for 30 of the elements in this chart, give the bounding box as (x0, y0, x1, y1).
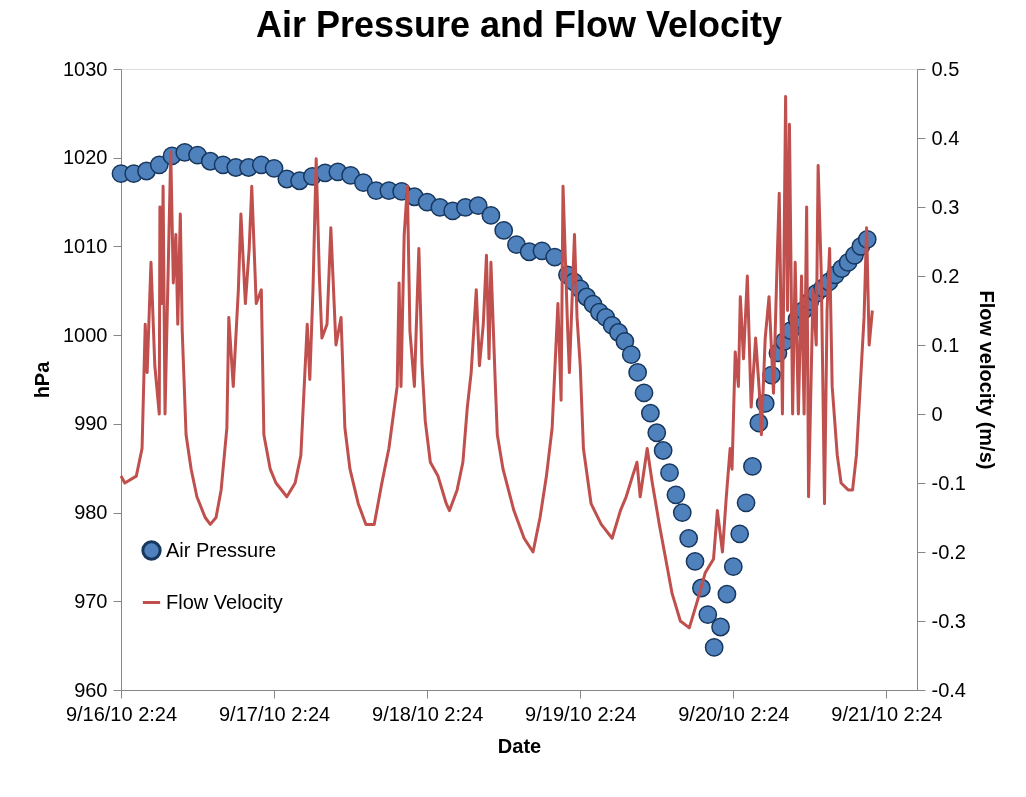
y2-tick-label: 0.2 (931, 264, 960, 287)
x-tick-label: 9/17/10 2:24 (218, 702, 331, 725)
legend-label: Air Pressure (166, 538, 277, 561)
x-axis-title: Date (497, 734, 542, 757)
y-tick-label: 960 (74, 678, 108, 701)
y-axis-title: hPa (31, 360, 54, 399)
y2-axis-title: Flow velocity (m/s) (975, 290, 998, 470)
x-tick-label: 9/18/10 2:24 (372, 702, 484, 725)
legend-label: Flow Velocity (166, 590, 283, 613)
y2-tick-label: 0.3 (931, 195, 960, 218)
y-tick-label: 1010 (63, 234, 108, 257)
y2-tick-label: 0.4 (931, 126, 960, 149)
y-tick-label: 980 (74, 501, 108, 524)
y-tick-label: 1020 (63, 146, 108, 169)
y2-tick-label: -0.2 (931, 540, 966, 563)
y-tick-label: 1000 (63, 323, 108, 346)
y2-tick-label: -0.4 (931, 678, 966, 701)
y-tick-label: 970 (74, 589, 108, 612)
y2-tick-label: 0 (931, 402, 943, 425)
chart-title: Air Pressure and Flow Velocity (255, 4, 783, 45)
x-tick-label: 9/21/10 2:24 (831, 702, 943, 725)
y2-tick-label: -0.3 (931, 609, 966, 632)
y-tick-label: 1030 (63, 57, 108, 80)
y-tick-label: 990 (74, 412, 108, 435)
x-tick-label: 9/19/10 2:24 (525, 702, 637, 725)
x-tick-label: 9/20/10 2:24 (678, 702, 790, 725)
x-tick-label: 9/16/10 2:24 (65, 702, 178, 725)
y2-tick-label: -0.1 (931, 471, 966, 494)
y2-tick-label: 0.1 (931, 333, 960, 356)
y2-tick-label: 0.5 (931, 57, 960, 80)
